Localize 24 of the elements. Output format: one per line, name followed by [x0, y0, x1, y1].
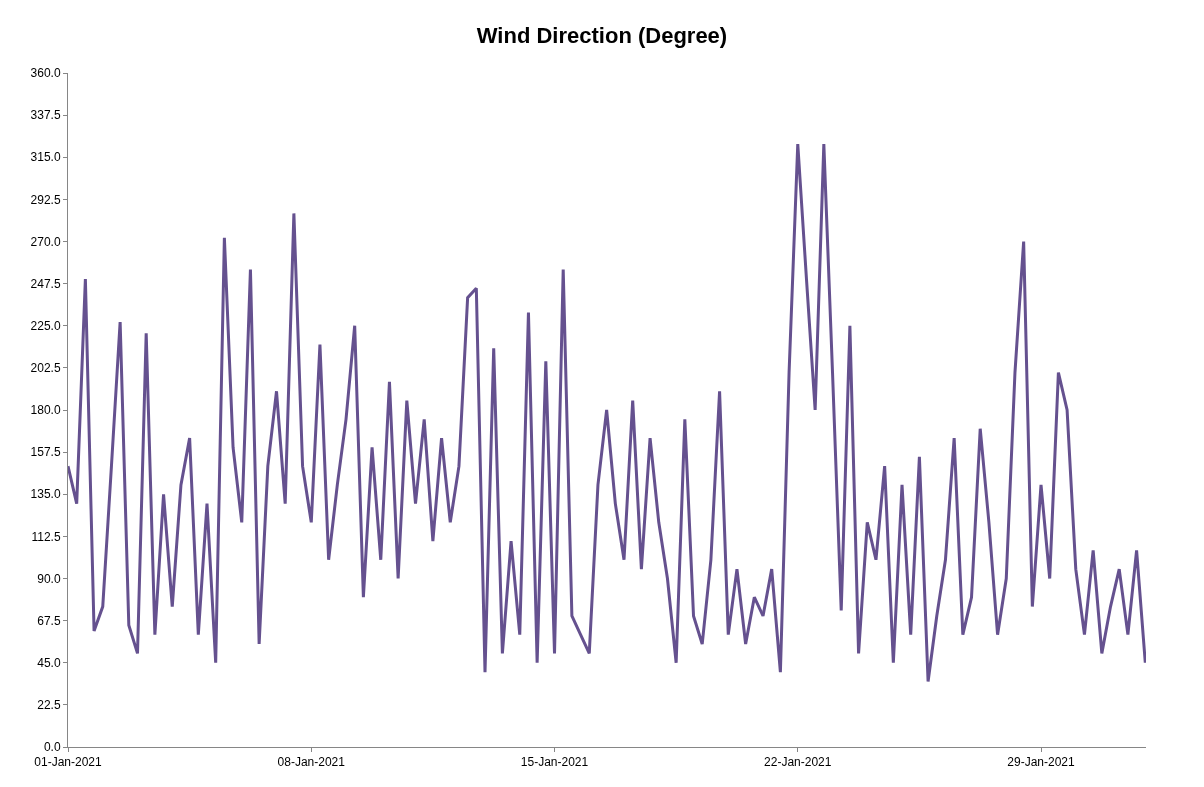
- y-tick-label: 90.0: [37, 571, 61, 586]
- y-tick-label: 247.5: [30, 276, 61, 291]
- y-tick-label: 112.5: [31, 529, 61, 544]
- line-series: [68, 142, 1146, 683]
- y-tick-label: 270.0: [30, 234, 61, 249]
- y-tick-label: 180.0: [30, 403, 61, 418]
- y-tick-label: 292.5: [30, 192, 61, 207]
- y-tick-label: 337.5: [30, 108, 61, 123]
- y-tick-label: 360.0: [30, 66, 61, 81]
- chart-title: Wind Direction (Degree): [476, 22, 728, 48]
- y-tick-label: 22.5: [37, 698, 61, 713]
- y-tick-label: 0.0: [43, 740, 61, 755]
- x-tick-label: 29-Jan-2021: [1007, 755, 1076, 770]
- y-tick-label: 45.0: [37, 655, 61, 670]
- y-tick-label: 202.5: [30, 361, 61, 376]
- y-tick-label: 157.5: [30, 445, 61, 460]
- x-tick-label: 15-Jan-2021: [520, 755, 589, 770]
- x-tick-label: 08-Jan-2021: [277, 755, 346, 770]
- x-tick-label: 01-Jan-2021: [34, 755, 103, 770]
- y-tick-label: 67.5: [37, 613, 61, 628]
- y-tick-label: 135.0: [30, 487, 61, 502]
- y-tick-label: 315.0: [30, 150, 61, 165]
- x-tick-label: 22-Jan-2021: [764, 755, 832, 770]
- y-tick-label: 225.0: [30, 318, 61, 333]
